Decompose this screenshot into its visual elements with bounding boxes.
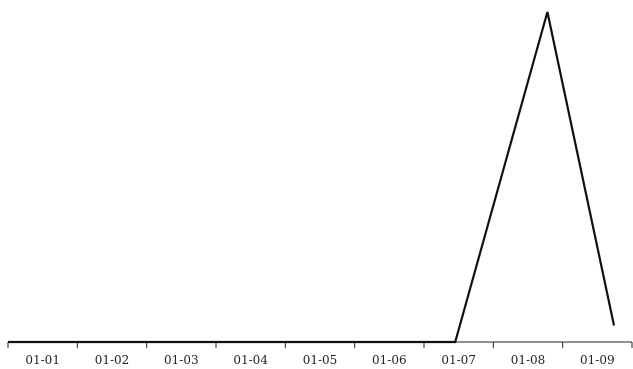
x-tick-label: 01-06 [372,353,407,367]
series-layer [8,11,616,344]
x-tick-label: 01-01 [25,353,60,367]
series-line [8,11,616,344]
x-tick-label: 01-05 [303,353,338,367]
tick-labels: 01-01 01-02 01-03 01-04 01-05 01-06 01-07 01-08… [25,353,614,367]
x-tick-label: 01-02 [95,353,130,367]
x-tick-label: 01-09 [580,353,615,367]
x-tick-label: 01-04 [233,353,268,367]
x-tick-label: 01-03 [164,353,199,367]
x-tick-label: 01-08 [511,353,546,367]
x-tick-label: 01-07 [441,353,476,367]
